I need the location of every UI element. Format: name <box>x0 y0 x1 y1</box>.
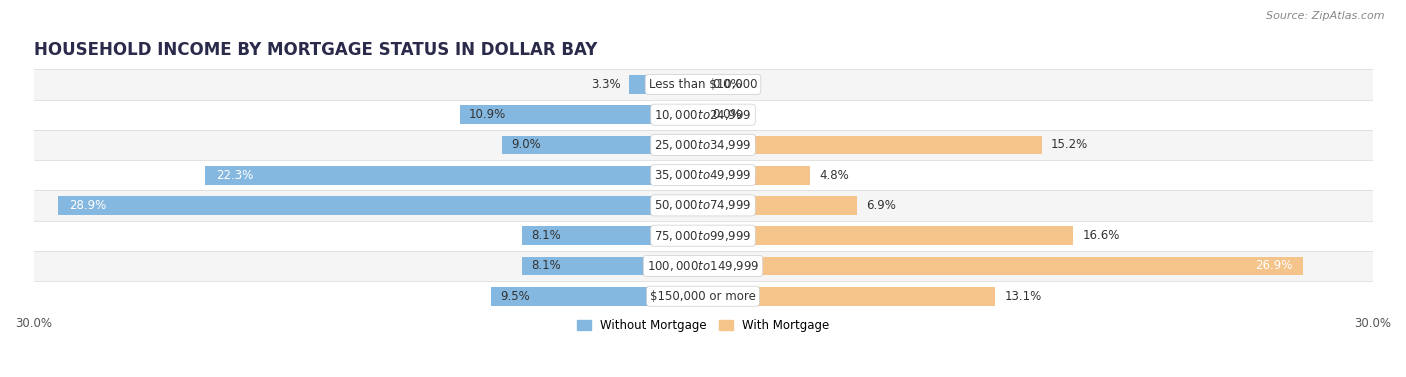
Text: $150,000 or more: $150,000 or more <box>650 290 756 303</box>
Text: 4.8%: 4.8% <box>820 169 849 182</box>
Text: 3.3%: 3.3% <box>591 78 620 91</box>
Bar <box>703 136 1042 154</box>
Text: $50,000 to $74,999: $50,000 to $74,999 <box>654 198 752 212</box>
Text: 8.1%: 8.1% <box>531 259 561 273</box>
Text: 0.0%: 0.0% <box>711 78 741 91</box>
Bar <box>502 136 703 154</box>
Bar <box>703 196 858 215</box>
Text: $35,000 to $49,999: $35,000 to $49,999 <box>654 168 752 182</box>
Bar <box>34 160 1372 190</box>
Text: 9.0%: 9.0% <box>510 138 541 152</box>
Text: 16.6%: 16.6% <box>1083 229 1119 242</box>
Bar <box>460 105 703 124</box>
Text: $100,000 to $149,999: $100,000 to $149,999 <box>647 259 759 273</box>
Text: 9.5%: 9.5% <box>501 290 530 303</box>
Bar <box>491 287 703 306</box>
Bar <box>703 226 1073 245</box>
Text: Source: ZipAtlas.com: Source: ZipAtlas.com <box>1267 11 1385 21</box>
Bar <box>58 196 703 215</box>
Bar <box>703 257 1303 275</box>
Text: 22.3%: 22.3% <box>217 169 253 182</box>
Text: $10,000 to $24,999: $10,000 to $24,999 <box>654 108 752 122</box>
Bar <box>630 75 703 94</box>
Bar <box>34 281 1372 311</box>
Bar <box>703 287 995 306</box>
Bar <box>34 221 1372 251</box>
Text: Less than $10,000: Less than $10,000 <box>648 78 758 91</box>
Bar <box>34 251 1372 281</box>
Bar <box>34 130 1372 160</box>
Text: 13.1%: 13.1% <box>1004 290 1042 303</box>
Text: 10.9%: 10.9% <box>468 108 506 121</box>
Bar <box>34 190 1372 221</box>
Text: 15.2%: 15.2% <box>1052 138 1088 152</box>
Bar <box>703 166 810 185</box>
Text: 6.9%: 6.9% <box>866 199 896 212</box>
Bar <box>34 100 1372 130</box>
Text: 0.0%: 0.0% <box>711 108 741 121</box>
Legend: Without Mortgage, With Mortgage: Without Mortgage, With Mortgage <box>572 314 834 337</box>
Bar <box>522 226 703 245</box>
Text: HOUSEHOLD INCOME BY MORTGAGE STATUS IN DOLLAR BAY: HOUSEHOLD INCOME BY MORTGAGE STATUS IN D… <box>34 41 598 60</box>
Text: 8.1%: 8.1% <box>531 229 561 242</box>
Text: 28.9%: 28.9% <box>69 199 107 212</box>
Bar <box>522 257 703 275</box>
Bar <box>205 166 703 185</box>
Text: $75,000 to $99,999: $75,000 to $99,999 <box>654 229 752 243</box>
Text: $25,000 to $34,999: $25,000 to $34,999 <box>654 138 752 152</box>
Bar <box>34 69 1372 100</box>
Text: 26.9%: 26.9% <box>1254 259 1292 273</box>
